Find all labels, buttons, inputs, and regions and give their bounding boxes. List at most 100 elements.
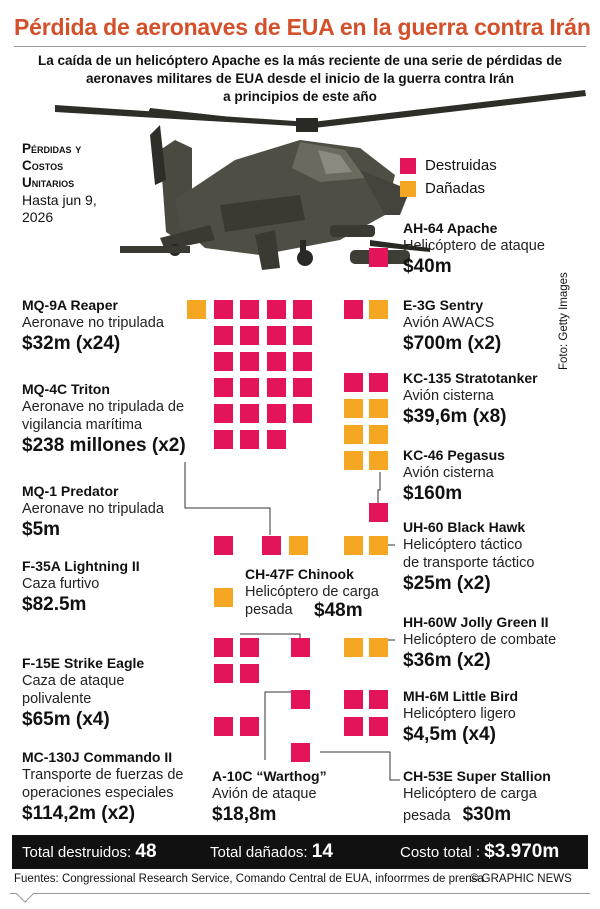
losses-heading-line: Pérdidas y	[22, 141, 82, 156]
aircraft-label-mh6m: MH-6M Little Bird Helicóptero ligero $4,…	[403, 687, 518, 747]
damaged-square-kc135	[344, 451, 363, 470]
legend-swatch-destroyed	[400, 157, 416, 174]
destroyed-square-mq9a	[267, 352, 286, 371]
destroyed-square-mq9a	[240, 352, 259, 371]
page-title: Pérdida de aeronaves de EUA en la guerra…	[14, 14, 591, 40]
aircraft-name: F-15E Strike Eagle	[22, 655, 145, 671]
destroyed-square-mq9a	[214, 300, 233, 319]
aircraft-name: UH-60 Black Hawk	[403, 519, 526, 535]
damaged-square-kc135	[369, 399, 388, 418]
aircraft-label-f15e: F-15E Strike Eagle Caza de ataque poliva…	[22, 654, 144, 732]
aircraft-type-cost-row: pesada $30m	[403, 803, 551, 827]
destroyed-square-mq9a	[240, 300, 259, 319]
destroyed-square-mq9a	[240, 326, 259, 345]
aircraft-label-mq1: MQ-1 Predator Aeronave no tripulada $5m	[22, 482, 164, 542]
damaged-square-kc135	[369, 425, 388, 444]
destroyed-square-f15e	[240, 664, 259, 683]
aircraft-name: CH-47F Chinook	[245, 566, 354, 582]
destroyed-square-ah64	[369, 248, 388, 267]
aircraft-type: Caza de ataque	[22, 673, 125, 689]
sources: Fuentes: Congressional Research Service,…	[14, 873, 484, 885]
destroyed-square-mq9a	[293, 404, 312, 423]
destroyed-square-mq9a	[267, 378, 286, 397]
aircraft-type: vigilancia marítima	[22, 417, 143, 433]
leader-line-mq4c	[184, 462, 271, 535]
damaged-square-kc135	[369, 451, 388, 470]
damaged-square-ch47f	[289, 536, 308, 555]
losses-heading-line: Costos	[22, 158, 64, 173]
as-of-date-line: 2026	[22, 209, 54, 225]
aircraft-name: MQ-9A Reaper	[22, 297, 118, 313]
aircraft-cost: $40m	[403, 256, 452, 277]
damaged-square-f35a	[214, 588, 233, 607]
aircraft-type: Avión AWACS	[403, 315, 495, 331]
aircraft-cost: $25m (x2)	[403, 573, 491, 594]
destroyed-square-mq9a	[267, 326, 286, 345]
destroyed-square-mh6m	[344, 717, 363, 736]
aircraft-label-ch53e: CH-53E Super Stallion Helicóptero de car…	[403, 767, 551, 827]
total-damaged: Total dañados: 14	[210, 835, 333, 869]
aircraft-name: F-35A Lightning II	[22, 558, 140, 574]
aircraft-label-hh60w: HH-60W Jolly Green II Helicóptero de com…	[403, 613, 556, 673]
aircraft-type: Aeronave no tripulada de	[22, 399, 185, 415]
destroyed-square-mq9a	[214, 352, 233, 371]
aircraft-name: AH-64 Apache	[403, 220, 498, 236]
brand: © GRAPHIC NEWS	[470, 873, 572, 885]
total-destroyed-value: 48	[135, 841, 157, 862]
aircraft-type: pesada	[403, 808, 451, 824]
total-cost-value: $3.970m	[484, 841, 560, 862]
subtitle-line: La caída de un helicóptero Apache es la …	[38, 53, 562, 68]
destroyed-square-f15e	[214, 638, 233, 657]
aircraft-type: Helicóptero de ataque	[403, 238, 545, 254]
aircraft-name: E-3G Sentry	[403, 297, 484, 313]
leader-line-kc46	[377, 472, 381, 503]
aircraft-label-ch47f: CH-47F Chinook Helicóptero de carga pesa…	[245, 565, 379, 619]
aircraft-cost: $82.5m	[22, 594, 87, 615]
aircraft-type: Avión cisterna	[403, 388, 494, 404]
aircraft-type: Avión de ataque	[212, 786, 317, 802]
aircraft-name: MQ-4C Triton	[22, 381, 110, 397]
aircraft-label-f35a: F-35A Lightning II Caza furtivo $82.5m	[22, 557, 140, 617]
title-divider	[14, 46, 586, 47]
destroyed-square-mq9a	[240, 430, 259, 449]
aircraft-label-mq4c: MQ-4C Triton Aeronave no tripulada de vi…	[22, 380, 186, 458]
aircraft-cost: $238 millones (x2)	[22, 435, 186, 456]
destroyed-square-mq4c-b	[262, 536, 281, 555]
aircraft-type: Helicóptero de carga	[403, 786, 537, 802]
aircraft-type: Helicóptero táctico	[403, 537, 523, 553]
destroyed-square-mq9a	[240, 378, 259, 397]
destroyed-square-mq9a	[267, 430, 286, 449]
legend-item-damaged: Dañadas	[400, 177, 497, 200]
destroyed-square-kc46	[369, 503, 388, 522]
destroyed-square-f15e	[240, 638, 259, 657]
damaged-square-uh60	[369, 536, 388, 555]
aircraft-name: KC-46 Pegasus	[403, 447, 505, 463]
aircraft-label-a10c: A-10C “Warthog” Avión de ataque $18,8m	[212, 767, 327, 827]
as-of-date-line: Hasta jun 9,	[22, 192, 97, 208]
aircraft-type: Transporte de fuerzas de	[22, 767, 184, 783]
subtitle: La caída de un helicóptero Apache es la …	[20, 52, 580, 106]
destroyed-square-mq9a	[267, 300, 286, 319]
damaged-square-uh60	[344, 536, 363, 555]
aircraft-type: Helicóptero de combate	[403, 632, 557, 648]
caret-icon	[16, 893, 34, 903]
losses-heading-line: Unitarios	[22, 175, 75, 190]
damaged-square-kc135	[344, 399, 363, 418]
destroyed-square-a10c	[291, 743, 310, 762]
aircraft-type: Aeronave no tripulada	[22, 501, 164, 517]
aircraft-label-kc135: KC-135 Stratotanker Avión cisterna $39,6…	[403, 369, 538, 429]
destroyed-square-mq9a	[240, 404, 259, 423]
aircraft-type: Helicóptero de carga	[245, 584, 379, 600]
aircraft-type: operaciones especiales	[22, 785, 174, 801]
aircraft-name: MQ-1 Predator	[22, 483, 119, 499]
photo-credit: Foto: Getty Images	[558, 272, 570, 370]
aircraft-type: de transporte táctico	[403, 555, 535, 571]
aircraft-name: KC-135 Stratotanker	[403, 370, 538, 386]
aircraft-type: pesada	[245, 602, 293, 618]
apache-helicopter-image	[55, 90, 586, 270]
aircraft-name: MH-6M Little Bird	[403, 688, 519, 704]
legend-swatch-damaged	[400, 180, 416, 197]
aircraft-cost: $30m	[462, 804, 512, 825]
aircraft-name: MC-130J Commando II	[22, 749, 173, 765]
destroyed-square-mq9a	[293, 378, 312, 397]
